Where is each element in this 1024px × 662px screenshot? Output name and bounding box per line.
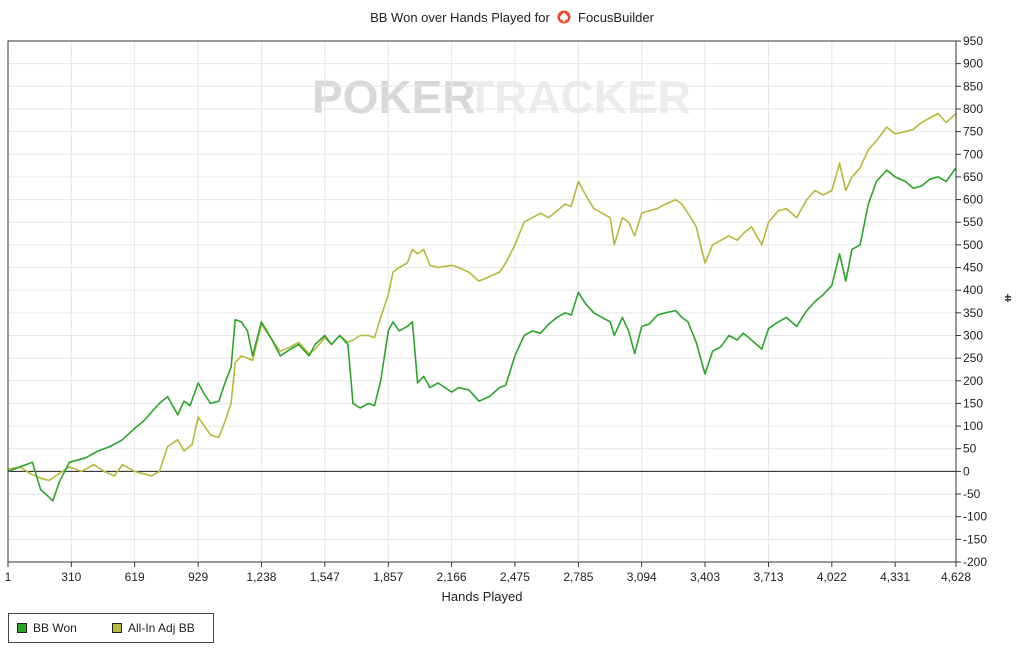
y-tick-label: 250 bbox=[963, 351, 983, 365]
legend-swatch-all-in-adj-bb bbox=[112, 623, 122, 633]
y-tick-label: 950 bbox=[963, 34, 983, 48]
y-tick-label: 350 bbox=[963, 306, 983, 320]
legend-item-all-in-adj-bb: All-In Adj BB bbox=[112, 621, 195, 635]
legend-label-bb-won: BB Won bbox=[33, 621, 77, 635]
y-tick-label: -100 bbox=[963, 510, 987, 524]
x-tick-label: 1,547 bbox=[310, 570, 340, 584]
title-player: FocusBuilder bbox=[578, 10, 654, 25]
y-tick-label: 400 bbox=[963, 283, 983, 297]
y-tick-label: 600 bbox=[963, 193, 983, 207]
chart-series bbox=[7, 112, 957, 502]
y-tick-label: 50 bbox=[963, 442, 977, 456]
series-line-all-in-adj-bb bbox=[7, 112, 957, 482]
chart-grid bbox=[7, 40, 957, 563]
x-tick-label: 2,166 bbox=[437, 570, 467, 584]
y-tick-label: 900 bbox=[963, 57, 983, 71]
plot-area-frame bbox=[7, 40, 957, 563]
y-tick-label: -150 bbox=[963, 532, 987, 546]
y-tick-label: 100 bbox=[963, 419, 983, 433]
x-tick-label: 3,094 bbox=[627, 570, 657, 584]
x-tick-label: 4,022 bbox=[817, 570, 847, 584]
watermark-text-poker: POKER bbox=[312, 71, 476, 123]
y-tick-label: -200 bbox=[963, 555, 987, 569]
x-tick-label: 1 bbox=[5, 570, 12, 584]
y-tick-label: 200 bbox=[963, 374, 983, 388]
y-tick-label: 750 bbox=[963, 125, 983, 139]
y-tick-label: -50 bbox=[963, 487, 981, 501]
y-tick-label: 800 bbox=[963, 102, 983, 116]
x-tick-label: 3,713 bbox=[754, 570, 784, 584]
y-tick-label: 700 bbox=[963, 147, 983, 161]
y-tick-label: 0 bbox=[963, 464, 970, 478]
x-tick-label: 4,628 bbox=[941, 570, 971, 584]
x-tick-label: 619 bbox=[125, 570, 145, 584]
y-tick-label: 150 bbox=[963, 396, 983, 410]
poker-suit-logo-icon bbox=[557, 10, 571, 27]
chart-legend: BB Won All-In Adj BB bbox=[8, 613, 214, 643]
y-axis: -200 -150 -100 -50 0 50 100 150 200 250 300 350 400 4… bbox=[956, 34, 987, 569]
legend-item-bb-won: BB Won bbox=[17, 621, 77, 635]
title-prefix: BB Won over Hands Played for bbox=[370, 10, 550, 25]
legend-swatch-bb-won bbox=[17, 623, 27, 633]
chart-title: BB Won over Hands Played for FocusBuilde… bbox=[0, 10, 1024, 27]
x-tick-label: 1,857 bbox=[373, 570, 403, 584]
y-tick-label: 650 bbox=[963, 170, 983, 184]
x-tick-label: 1,238 bbox=[246, 570, 276, 584]
y-tick-label: 500 bbox=[963, 238, 983, 252]
x-tick-label: 3,403 bbox=[690, 570, 720, 584]
y-tick-label: 300 bbox=[963, 328, 983, 342]
legend-label-all-in-adj-bb: All-In Adj BB bbox=[128, 621, 195, 635]
x-axis: 1 310 619 929 1,238 1,547 1,857 2,166 2,475 2,785… bbox=[5, 562, 971, 584]
y-tick-label: 450 bbox=[963, 261, 983, 275]
x-tick-label: 929 bbox=[188, 570, 208, 584]
x-axis-label: Hands Played bbox=[442, 589, 523, 604]
x-tick-label: 2,475 bbox=[500, 570, 530, 584]
x-tick-label: 2,785 bbox=[563, 570, 593, 584]
series-line-bb-won bbox=[7, 167, 957, 502]
y-tick-label: 550 bbox=[963, 215, 983, 229]
y-tick-label: 850 bbox=[963, 79, 983, 93]
x-tick-label: 310 bbox=[61, 570, 81, 584]
small-marker-icon bbox=[1005, 294, 1011, 302]
x-tick-label: 4,331 bbox=[880, 570, 910, 584]
